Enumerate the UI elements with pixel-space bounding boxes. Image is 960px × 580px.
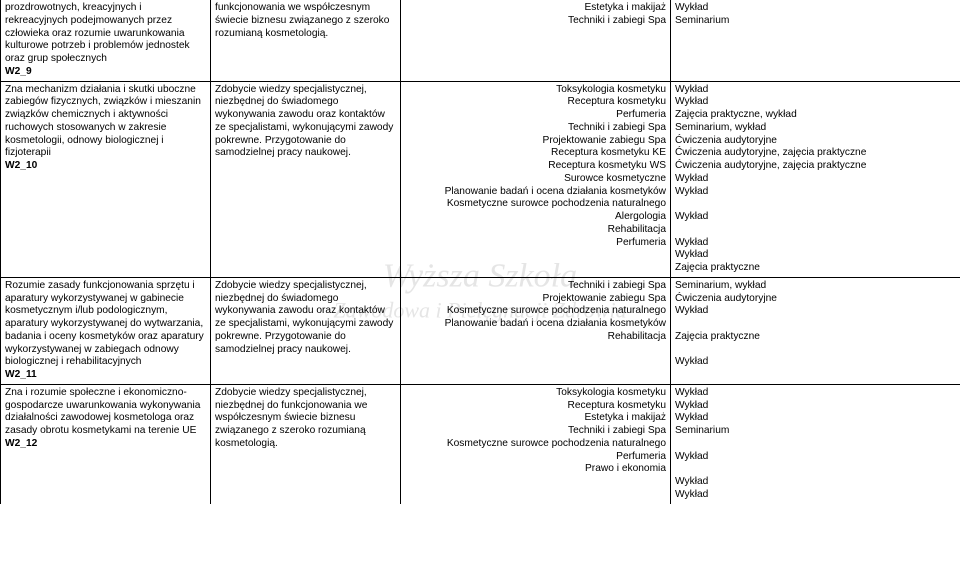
curriculum-table: prozdrowotnych, kreacyjnych i rekreacyjn…	[0, 0, 960, 504]
form: Wykład	[675, 96, 956, 109]
form	[675, 224, 956, 237]
form: Wykład	[675, 305, 956, 318]
form: Seminarium	[675, 15, 956, 28]
subject: Receptura kosmetyku	[405, 400, 666, 413]
outcome-code: W2_9	[5, 66, 32, 77]
form	[675, 438, 956, 451]
outcome-text: prozdrowotnych, kreacyjnych i rekreacyjn…	[5, 2, 190, 64]
cell-subjects: Toksykologia kosmetyku Receptura kosmety…	[401, 81, 671, 277]
cell-goal: Zdobycie wiedzy specjalistycznej, niezbę…	[211, 384, 401, 503]
form	[675, 344, 956, 357]
goal-text: Zdobycie wiedzy specjalistycznej, niezbę…	[215, 280, 393, 355]
cell-forms: Seminarium, wykład Ćwiczenia audytoryjne…	[671, 277, 960, 384]
form: Seminarium, wykład	[675, 280, 956, 293]
table-row: Rozumie zasady funkcjonowania sprzętu i …	[1, 277, 960, 384]
form: Ćwiczenia audytoryjne, zajęcia praktyczn…	[675, 160, 956, 173]
form: Ćwiczenia audytoryjne	[675, 293, 956, 306]
cell-subjects: Techniki i zabiegi Spa Projektowanie zab…	[401, 277, 671, 384]
cell-goal: funkcjonowania we współczesnym świecie b…	[211, 0, 401, 81]
subject: Estetyka i makijaż	[405, 412, 666, 425]
form: Wykład	[675, 186, 956, 199]
form: Wykład	[675, 387, 956, 400]
outcome-text: Zna mechanizm działania i skutki uboczne…	[5, 84, 201, 159]
form: Wykład	[675, 451, 956, 464]
form: Wykład	[675, 476, 956, 489]
form: Wykład	[675, 249, 956, 262]
cell-forms: Wykład Wykład Wykład Seminarium Wykład W…	[671, 384, 960, 503]
cell-subjects: Toksykologia kosmetyku Receptura kosmety…	[401, 384, 671, 503]
subject: Techniki i zabiegi Spa	[405, 280, 666, 293]
cell-outcome: Zna i rozumie społeczne i ekonomiczno-go…	[1, 384, 211, 503]
subject: Perfumeria	[405, 237, 666, 250]
subject: Kosmetyczne surowce pochodzenia naturaln…	[405, 305, 666, 318]
subject: Rehabilitacja	[405, 331, 666, 344]
table-row: Zna mechanizm działania i skutki uboczne…	[1, 81, 960, 277]
subject: Receptura kosmetyku KE	[405, 147, 666, 160]
form: Wykład	[675, 2, 956, 15]
form: Seminarium, wykład	[675, 122, 956, 135]
outcome-text: Zna i rozumie społeczne i ekonomiczno-go…	[5, 387, 200, 436]
subject: Perfumeria	[405, 109, 666, 122]
subject: Projektowanie zabiegu Spa	[405, 293, 666, 306]
goal-text: funkcjonowania we współczesnym świecie b…	[215, 2, 389, 39]
subject: Surowce kosmetyczne	[405, 173, 666, 186]
table-row: Zna i rozumie społeczne i ekonomiczno-go…	[1, 384, 960, 503]
subject: Kosmetyczne surowce pochodzenia naturaln…	[405, 198, 666, 211]
subject: Planowanie badań i ocena działania kosme…	[405, 318, 666, 331]
goal-text: Zdobycie wiedzy specjalistycznej, niezbę…	[215, 387, 367, 449]
subject: Techniki i zabiegi Spa	[405, 15, 666, 28]
form	[675, 318, 956, 331]
subject: Techniki i zabiegi Spa	[405, 425, 666, 438]
form: Wykład	[675, 84, 956, 97]
outcome-code: W2_10	[5, 160, 37, 171]
table-row: prozdrowotnych, kreacyjnych i rekreacyjn…	[1, 0, 960, 81]
cell-forms: Wykład Wykład Zajęcia praktyczne, wykład…	[671, 81, 960, 277]
cell-goal: Zdobycie wiedzy specjalistycznej, niezbę…	[211, 277, 401, 384]
form: Wykład	[675, 211, 956, 224]
subject: Rehabilitacja	[405, 224, 666, 237]
form: Ćwiczenia audytoryjne	[675, 135, 956, 148]
form	[675, 463, 956, 476]
cell-subjects: Estetyka i makijaż Techniki i zabiegi Sp…	[401, 0, 671, 81]
subject: Receptura kosmetyku	[405, 96, 666, 109]
outcome-code: W2_11	[5, 369, 37, 380]
subject: Perfumeria	[405, 451, 666, 464]
cell-outcome: prozdrowotnych, kreacyjnych i rekreacyjn…	[1, 0, 211, 81]
cell-goal: Zdobycie wiedzy specjalistycznej, niezbę…	[211, 81, 401, 277]
form: Wykład	[675, 356, 956, 369]
form: Wykład	[675, 400, 956, 413]
goal-text: Zdobycie wiedzy specjalistycznej, niezbę…	[215, 84, 393, 159]
form: Ćwiczenia audytoryjne, zajęcia praktyczn…	[675, 147, 956, 160]
subject: Toksykologia kosmetyku	[405, 387, 666, 400]
form: Zajęcia praktyczne, wykład	[675, 109, 956, 122]
form: Zajęcia praktyczne	[675, 331, 956, 344]
form: Wykład	[675, 412, 956, 425]
subject: Planowanie badań i ocena działania kosme…	[405, 186, 666, 199]
subject: Prawo i ekonomia	[405, 463, 666, 476]
outcome-text: Rozumie zasady funkcjonowania sprzętu i …	[5, 280, 204, 368]
subject: Alergologia	[405, 211, 666, 224]
subject: Kosmetyczne surowce pochodzenia naturaln…	[405, 438, 666, 451]
subject: Toksykologia kosmetyku	[405, 84, 666, 97]
subject: Projektowanie zabiegu Spa	[405, 135, 666, 148]
form: Seminarium	[675, 425, 956, 438]
cell-forms: Wykład Seminarium	[671, 0, 960, 81]
form: Wykład	[675, 173, 956, 186]
form: Zajęcia praktyczne	[675, 262, 956, 275]
cell-outcome: Zna mechanizm działania i skutki uboczne…	[1, 81, 211, 277]
subject: Techniki i zabiegi Spa	[405, 122, 666, 135]
subject: Receptura kosmetyku WS	[405, 160, 666, 173]
form	[675, 198, 956, 211]
outcome-code: W2_12	[5, 438, 37, 449]
cell-outcome: Rozumie zasady funkcjonowania sprzętu i …	[1, 277, 211, 384]
subject: Estetyka i makijaż	[405, 2, 666, 15]
form: Wykład	[675, 237, 956, 250]
form: Wykład	[675, 489, 956, 502]
